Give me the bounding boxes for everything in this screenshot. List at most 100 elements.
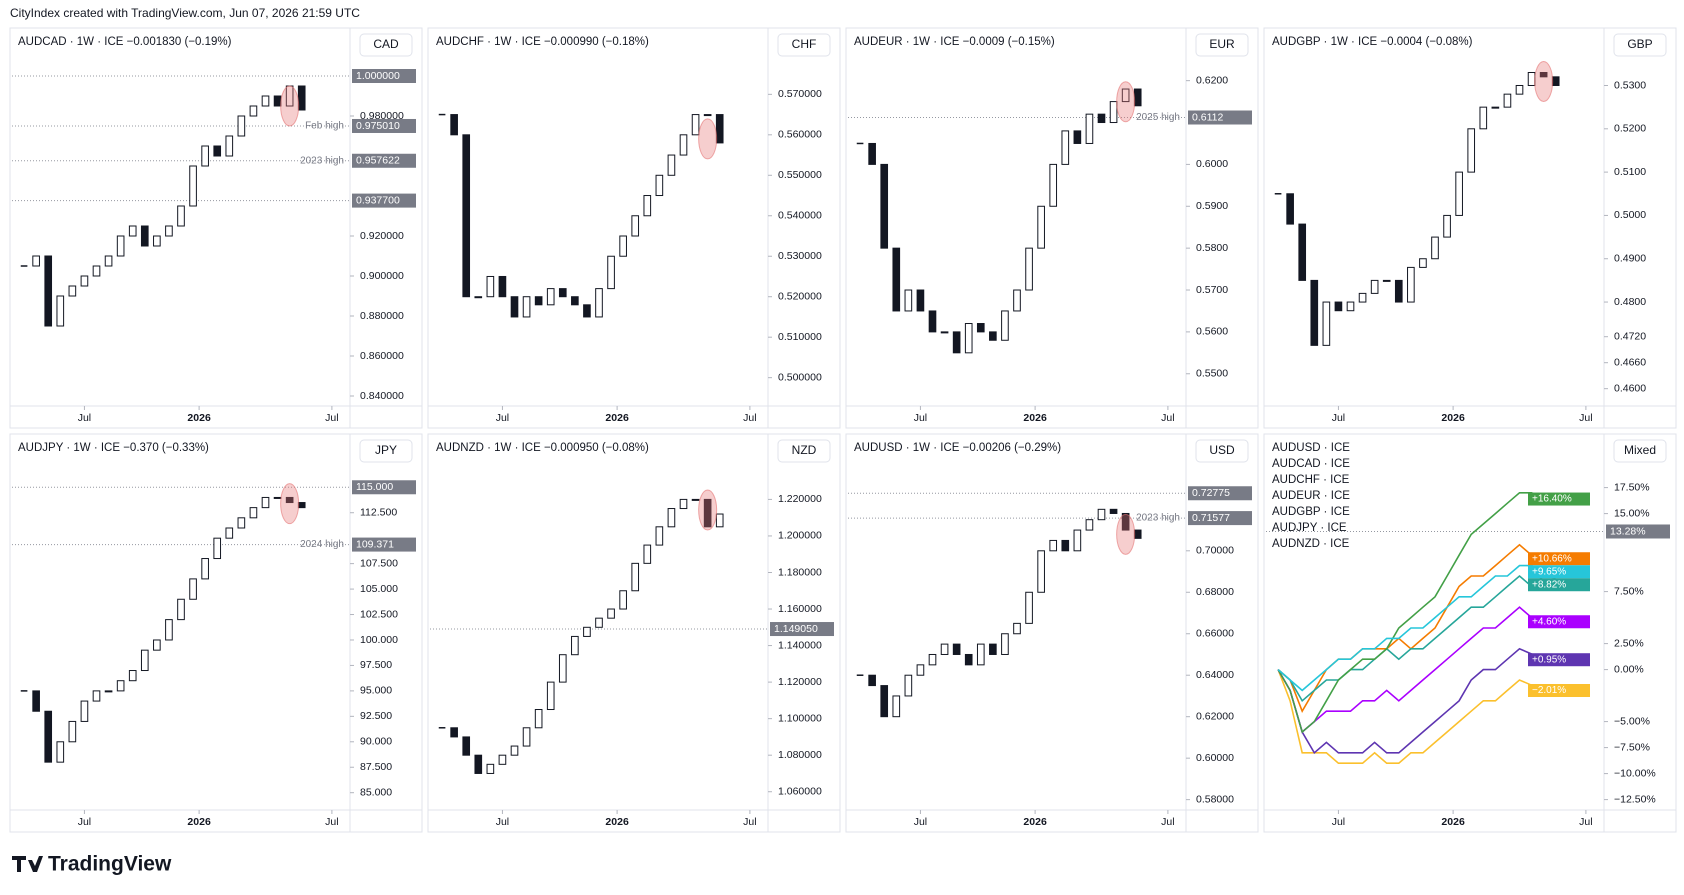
candle (940, 643, 949, 655)
legend-entry: AUDCAD · ICE (1272, 458, 1350, 470)
candle (679, 134, 688, 156)
candle (1527, 71, 1536, 86)
candle (571, 635, 579, 656)
level-box (352, 480, 416, 495)
panel: Mixed −12.50% −10.00% −7.50% −5.00% 0.00% 2.50… (1263, 433, 1677, 833)
candle (1479, 106, 1488, 130)
level-label: 109.371 (356, 538, 394, 550)
y-tick-label: 0.5000 (1614, 209, 1646, 221)
candle (140, 649, 149, 672)
chart-title: AUDCAD · 1W · ICE −0.001830 (−0.19%) (18, 36, 232, 48)
candle (989, 643, 997, 655)
candle (249, 105, 258, 117)
candle (1121, 88, 1130, 103)
candle (1097, 508, 1106, 521)
x-tick-label: Jul (496, 816, 509, 828)
x-tick-label: 2026 (605, 816, 629, 828)
candle (68, 720, 77, 743)
candle (1370, 279, 1379, 294)
candle (583, 304, 591, 318)
series-line (1277, 669, 1556, 764)
candle (261, 496, 270, 509)
highlight (280, 85, 300, 127)
value-box (1528, 492, 1590, 506)
candle (80, 700, 89, 722)
candle (128, 670, 137, 682)
candle (140, 225, 149, 247)
candle (964, 653, 973, 666)
level-label: 1.000000 (356, 70, 400, 82)
candle (964, 323, 973, 354)
candle (655, 174, 664, 197)
candle (904, 289, 913, 312)
candle (1334, 301, 1343, 312)
y-tick-label: 15.00% (1614, 507, 1650, 519)
y-tick-label: −10.00% (1614, 767, 1656, 779)
candle (1286, 193, 1294, 225)
candle (1061, 539, 1070, 552)
candle (715, 114, 724, 144)
y-tick-label: 0.60000 (1196, 752, 1234, 764)
value-box (1528, 578, 1590, 592)
candle (892, 695, 901, 718)
candle (916, 664, 925, 676)
x-tick-label: Jul (78, 816, 91, 828)
candle (595, 288, 603, 318)
candle (607, 608, 615, 619)
y-tick-label: 0.00% (1614, 663, 1644, 675)
candle (928, 653, 937, 666)
candle (1419, 258, 1427, 268)
candle (1109, 101, 1118, 124)
candle (1121, 512, 1130, 531)
y-tick-label: 0.5700 (1196, 284, 1228, 296)
level-label: 0.71577 (1192, 512, 1230, 524)
series-line (1277, 647, 1556, 755)
candle (940, 331, 949, 334)
level-box (1606, 524, 1670, 539)
candle (1013, 289, 1021, 312)
x-tick-label: 2026 (605, 412, 629, 424)
candle (583, 626, 591, 637)
candle (691, 114, 700, 136)
candle (558, 654, 567, 683)
level-label: 0.72775 (1192, 487, 1230, 499)
y-tick-label: 1.140000 (778, 639, 822, 651)
candle (952, 331, 961, 354)
candle (1001, 633, 1009, 655)
candle (667, 508, 676, 528)
y-tick-label: 0.5100 (1614, 166, 1646, 178)
x-tick-label: Jul (325, 816, 338, 828)
x-tick-label: Jul (78, 412, 91, 424)
candle (1443, 214, 1451, 238)
candle (1037, 550, 1045, 593)
y-tick-label: 17.50% (1614, 481, 1650, 493)
candle (486, 275, 495, 298)
candle (201, 145, 209, 167)
y-tick-label: 0.4660 (1614, 356, 1646, 368)
level-note: 2023 high (300, 155, 344, 166)
highlight (1116, 513, 1136, 555)
level-box (352, 153, 416, 168)
level-label: 1.149050 (774, 623, 818, 635)
x-tick-label: Jul (1332, 412, 1345, 424)
y-tick-label: 1.060000 (778, 786, 822, 798)
candle (631, 215, 640, 237)
candle (56, 295, 65, 327)
candle (904, 674, 913, 697)
y-tick-label: 1.160000 (778, 603, 822, 615)
level-box (352, 193, 416, 208)
y-tick-label: 0.540000 (778, 210, 822, 222)
highlight (280, 483, 300, 525)
legend-entry: AUDJPY · ICE (1272, 522, 1347, 534)
level-note: 2025 high (1136, 112, 1180, 123)
candle (92, 265, 101, 277)
value-box (1528, 552, 1590, 566)
level-label: 115.000 (356, 481, 393, 493)
value-box (1528, 653, 1590, 667)
level-box (352, 69, 416, 83)
candle (1025, 591, 1033, 624)
x-tick-label: 2026 (1441, 816, 1465, 828)
scale-name: CHF (792, 37, 817, 51)
